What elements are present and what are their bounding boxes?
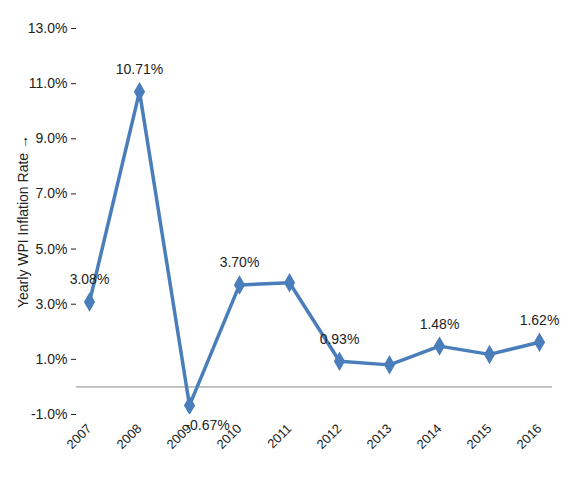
svg-text:13.0%: 13.0% (28, 20, 68, 36)
svg-text:1.48%: 1.48% (420, 316, 460, 332)
svg-text:2008: 2008 (114, 421, 145, 452)
svg-text:2013: 2013 (364, 421, 395, 452)
svg-text:3.08%: 3.08% (70, 271, 110, 287)
svg-text:1.62%: 1.62% (520, 312, 560, 328)
svg-text:7.0%: 7.0% (36, 185, 68, 201)
svg-text:2011: 2011 (264, 421, 294, 451)
svg-text:2016: 2016 (514, 421, 545, 452)
svg-text:10.71%: 10.71% (116, 61, 163, 77)
svg-text:9.0%: 9.0% (36, 130, 68, 146)
svg-text:-1.0%: -1.0% (31, 406, 68, 422)
svg-text:2015: 2015 (464, 421, 495, 452)
svg-text:Yearly WPI Inflation Rate →: Yearly WPI Inflation Rate → (15, 135, 31, 308)
svg-text:2012: 2012 (314, 421, 345, 452)
svg-text:3.70%: 3.70% (220, 254, 260, 270)
svg-text:3.0%: 3.0% (36, 296, 68, 312)
svg-text:0.93%: 0.93% (320, 331, 360, 347)
svg-text:1.0%: 1.0% (36, 351, 68, 367)
svg-text:2009: 2009 (163, 420, 195, 452)
svg-text:2014: 2014 (414, 421, 445, 452)
svg-text:2010: 2010 (213, 420, 245, 452)
svg-text:11.0%: 11.0% (29, 75, 68, 91)
svg-text:5.0%: 5.0% (36, 241, 68, 257)
svg-text:-0.67%: -0.67% (185, 417, 229, 433)
svg-text:2007: 2007 (64, 421, 95, 452)
